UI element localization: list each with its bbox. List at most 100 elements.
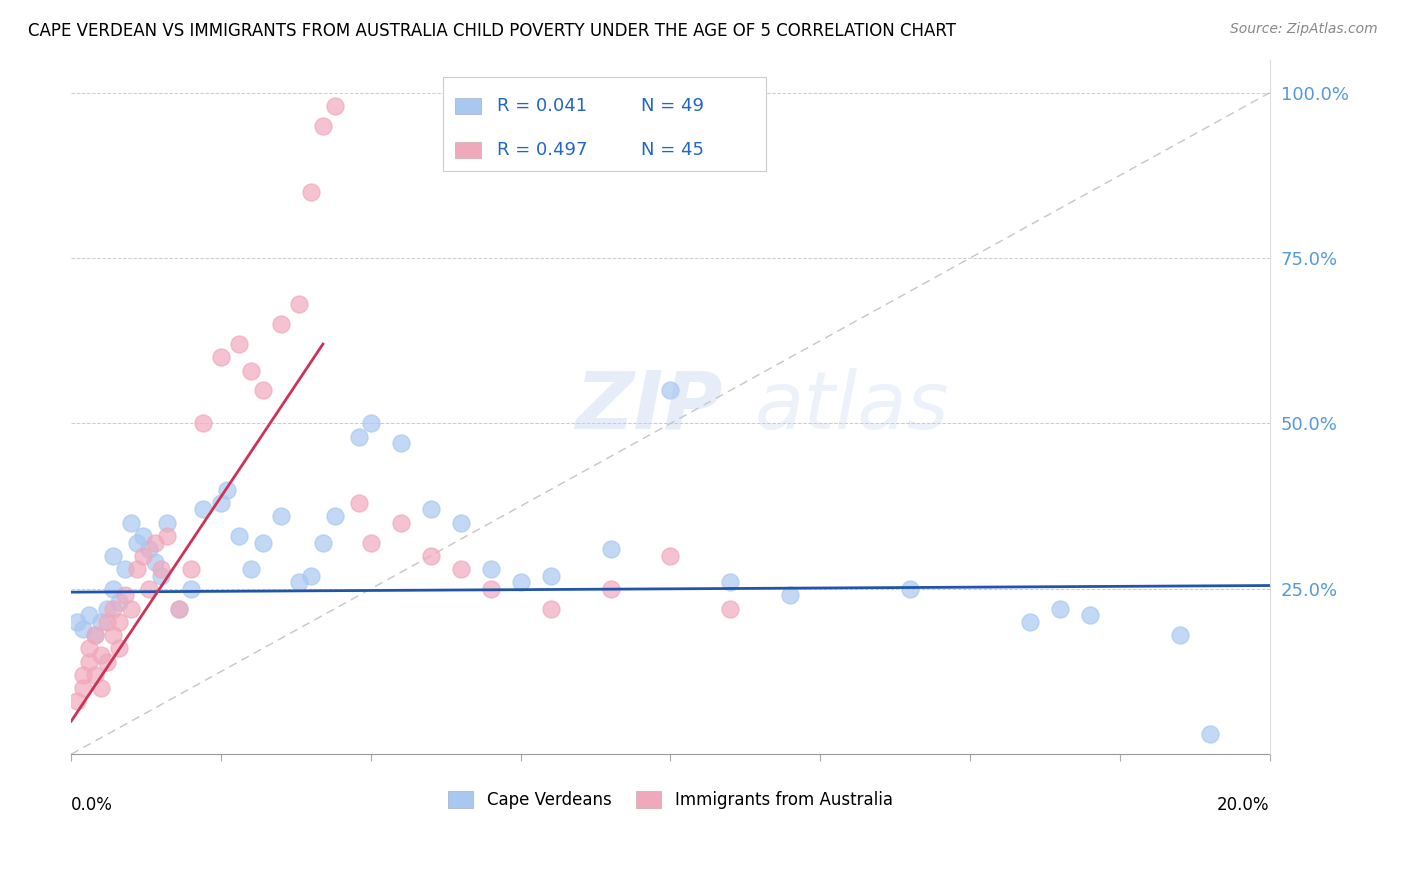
Text: CAPE VERDEAN VS IMMIGRANTS FROM AUSTRALIA CHILD POVERTY UNDER THE AGE OF 5 CORRE: CAPE VERDEAN VS IMMIGRANTS FROM AUSTRALI… bbox=[28, 22, 956, 40]
Point bbox=[120, 516, 142, 530]
Point bbox=[180, 562, 202, 576]
Point bbox=[72, 668, 94, 682]
Text: 20.0%: 20.0% bbox=[1218, 796, 1270, 814]
Point bbox=[84, 628, 107, 642]
Point bbox=[132, 529, 155, 543]
Point bbox=[103, 549, 125, 563]
Point bbox=[66, 615, 89, 629]
Bar bbox=[454, 98, 481, 114]
Point bbox=[360, 535, 382, 549]
Point bbox=[360, 417, 382, 431]
Point bbox=[114, 562, 136, 576]
Point bbox=[72, 622, 94, 636]
Point bbox=[898, 582, 921, 596]
Point bbox=[138, 542, 160, 557]
Point bbox=[450, 562, 472, 576]
Point bbox=[312, 119, 335, 133]
Point bbox=[1198, 727, 1220, 741]
Point bbox=[270, 509, 292, 524]
Point bbox=[240, 562, 263, 576]
Point bbox=[84, 628, 107, 642]
Point bbox=[209, 496, 232, 510]
Point bbox=[419, 549, 441, 563]
Text: Source: ZipAtlas.com: Source: ZipAtlas.com bbox=[1230, 22, 1378, 37]
Point bbox=[103, 582, 125, 596]
Text: N = 45: N = 45 bbox=[641, 141, 703, 159]
Point bbox=[288, 297, 311, 311]
Point bbox=[299, 568, 322, 582]
Point bbox=[66, 694, 89, 708]
Point bbox=[167, 601, 190, 615]
Point bbox=[599, 542, 621, 557]
Point bbox=[240, 363, 263, 377]
Point bbox=[540, 568, 562, 582]
Point bbox=[103, 628, 125, 642]
Text: N = 49: N = 49 bbox=[641, 97, 703, 115]
Point bbox=[156, 516, 179, 530]
Point bbox=[718, 575, 741, 590]
Text: 0.0%: 0.0% bbox=[72, 796, 112, 814]
Point bbox=[114, 589, 136, 603]
Point bbox=[120, 601, 142, 615]
Point bbox=[299, 185, 322, 199]
Point bbox=[312, 535, 335, 549]
Point bbox=[270, 317, 292, 331]
Point bbox=[509, 575, 531, 590]
Point bbox=[347, 496, 370, 510]
Text: ZIP: ZIP bbox=[575, 368, 721, 446]
Point bbox=[191, 417, 214, 431]
Point bbox=[323, 99, 346, 113]
Point bbox=[718, 601, 741, 615]
Point bbox=[252, 535, 274, 549]
Point bbox=[77, 641, 100, 656]
Point bbox=[479, 582, 502, 596]
Point bbox=[84, 668, 107, 682]
Point bbox=[143, 555, 166, 569]
Point bbox=[599, 582, 621, 596]
Point bbox=[191, 502, 214, 516]
Point bbox=[96, 615, 118, 629]
Point bbox=[96, 655, 118, 669]
Point bbox=[419, 502, 441, 516]
Point bbox=[72, 681, 94, 695]
Point bbox=[156, 529, 179, 543]
Point bbox=[127, 535, 149, 549]
Point bbox=[659, 384, 682, 398]
Point bbox=[108, 641, 131, 656]
Point bbox=[252, 384, 274, 398]
Point bbox=[77, 655, 100, 669]
Point bbox=[90, 681, 112, 695]
Point bbox=[323, 509, 346, 524]
Point bbox=[347, 430, 370, 444]
Point bbox=[90, 648, 112, 662]
Point bbox=[215, 483, 238, 497]
Point bbox=[228, 529, 250, 543]
Text: R = 0.497: R = 0.497 bbox=[496, 141, 588, 159]
Point bbox=[167, 601, 190, 615]
Point bbox=[1078, 608, 1101, 623]
FancyBboxPatch shape bbox=[443, 77, 766, 170]
Point bbox=[659, 549, 682, 563]
Point bbox=[143, 535, 166, 549]
Text: atlas: atlas bbox=[755, 368, 949, 446]
Point bbox=[209, 351, 232, 365]
Point bbox=[150, 568, 173, 582]
Point bbox=[1049, 601, 1071, 615]
Point bbox=[1019, 615, 1042, 629]
Point bbox=[77, 608, 100, 623]
Point bbox=[389, 516, 412, 530]
Point bbox=[389, 436, 412, 450]
Bar bbox=[454, 142, 481, 158]
Point bbox=[96, 601, 118, 615]
Point bbox=[90, 615, 112, 629]
Point bbox=[138, 582, 160, 596]
Point bbox=[132, 549, 155, 563]
Point bbox=[150, 562, 173, 576]
Text: R = 0.041: R = 0.041 bbox=[496, 97, 586, 115]
Legend: Cape Verdeans, Immigrants from Australia: Cape Verdeans, Immigrants from Australia bbox=[441, 784, 900, 815]
Point bbox=[108, 595, 131, 609]
Point bbox=[1168, 628, 1191, 642]
Point bbox=[127, 562, 149, 576]
Point bbox=[180, 582, 202, 596]
Point bbox=[450, 516, 472, 530]
